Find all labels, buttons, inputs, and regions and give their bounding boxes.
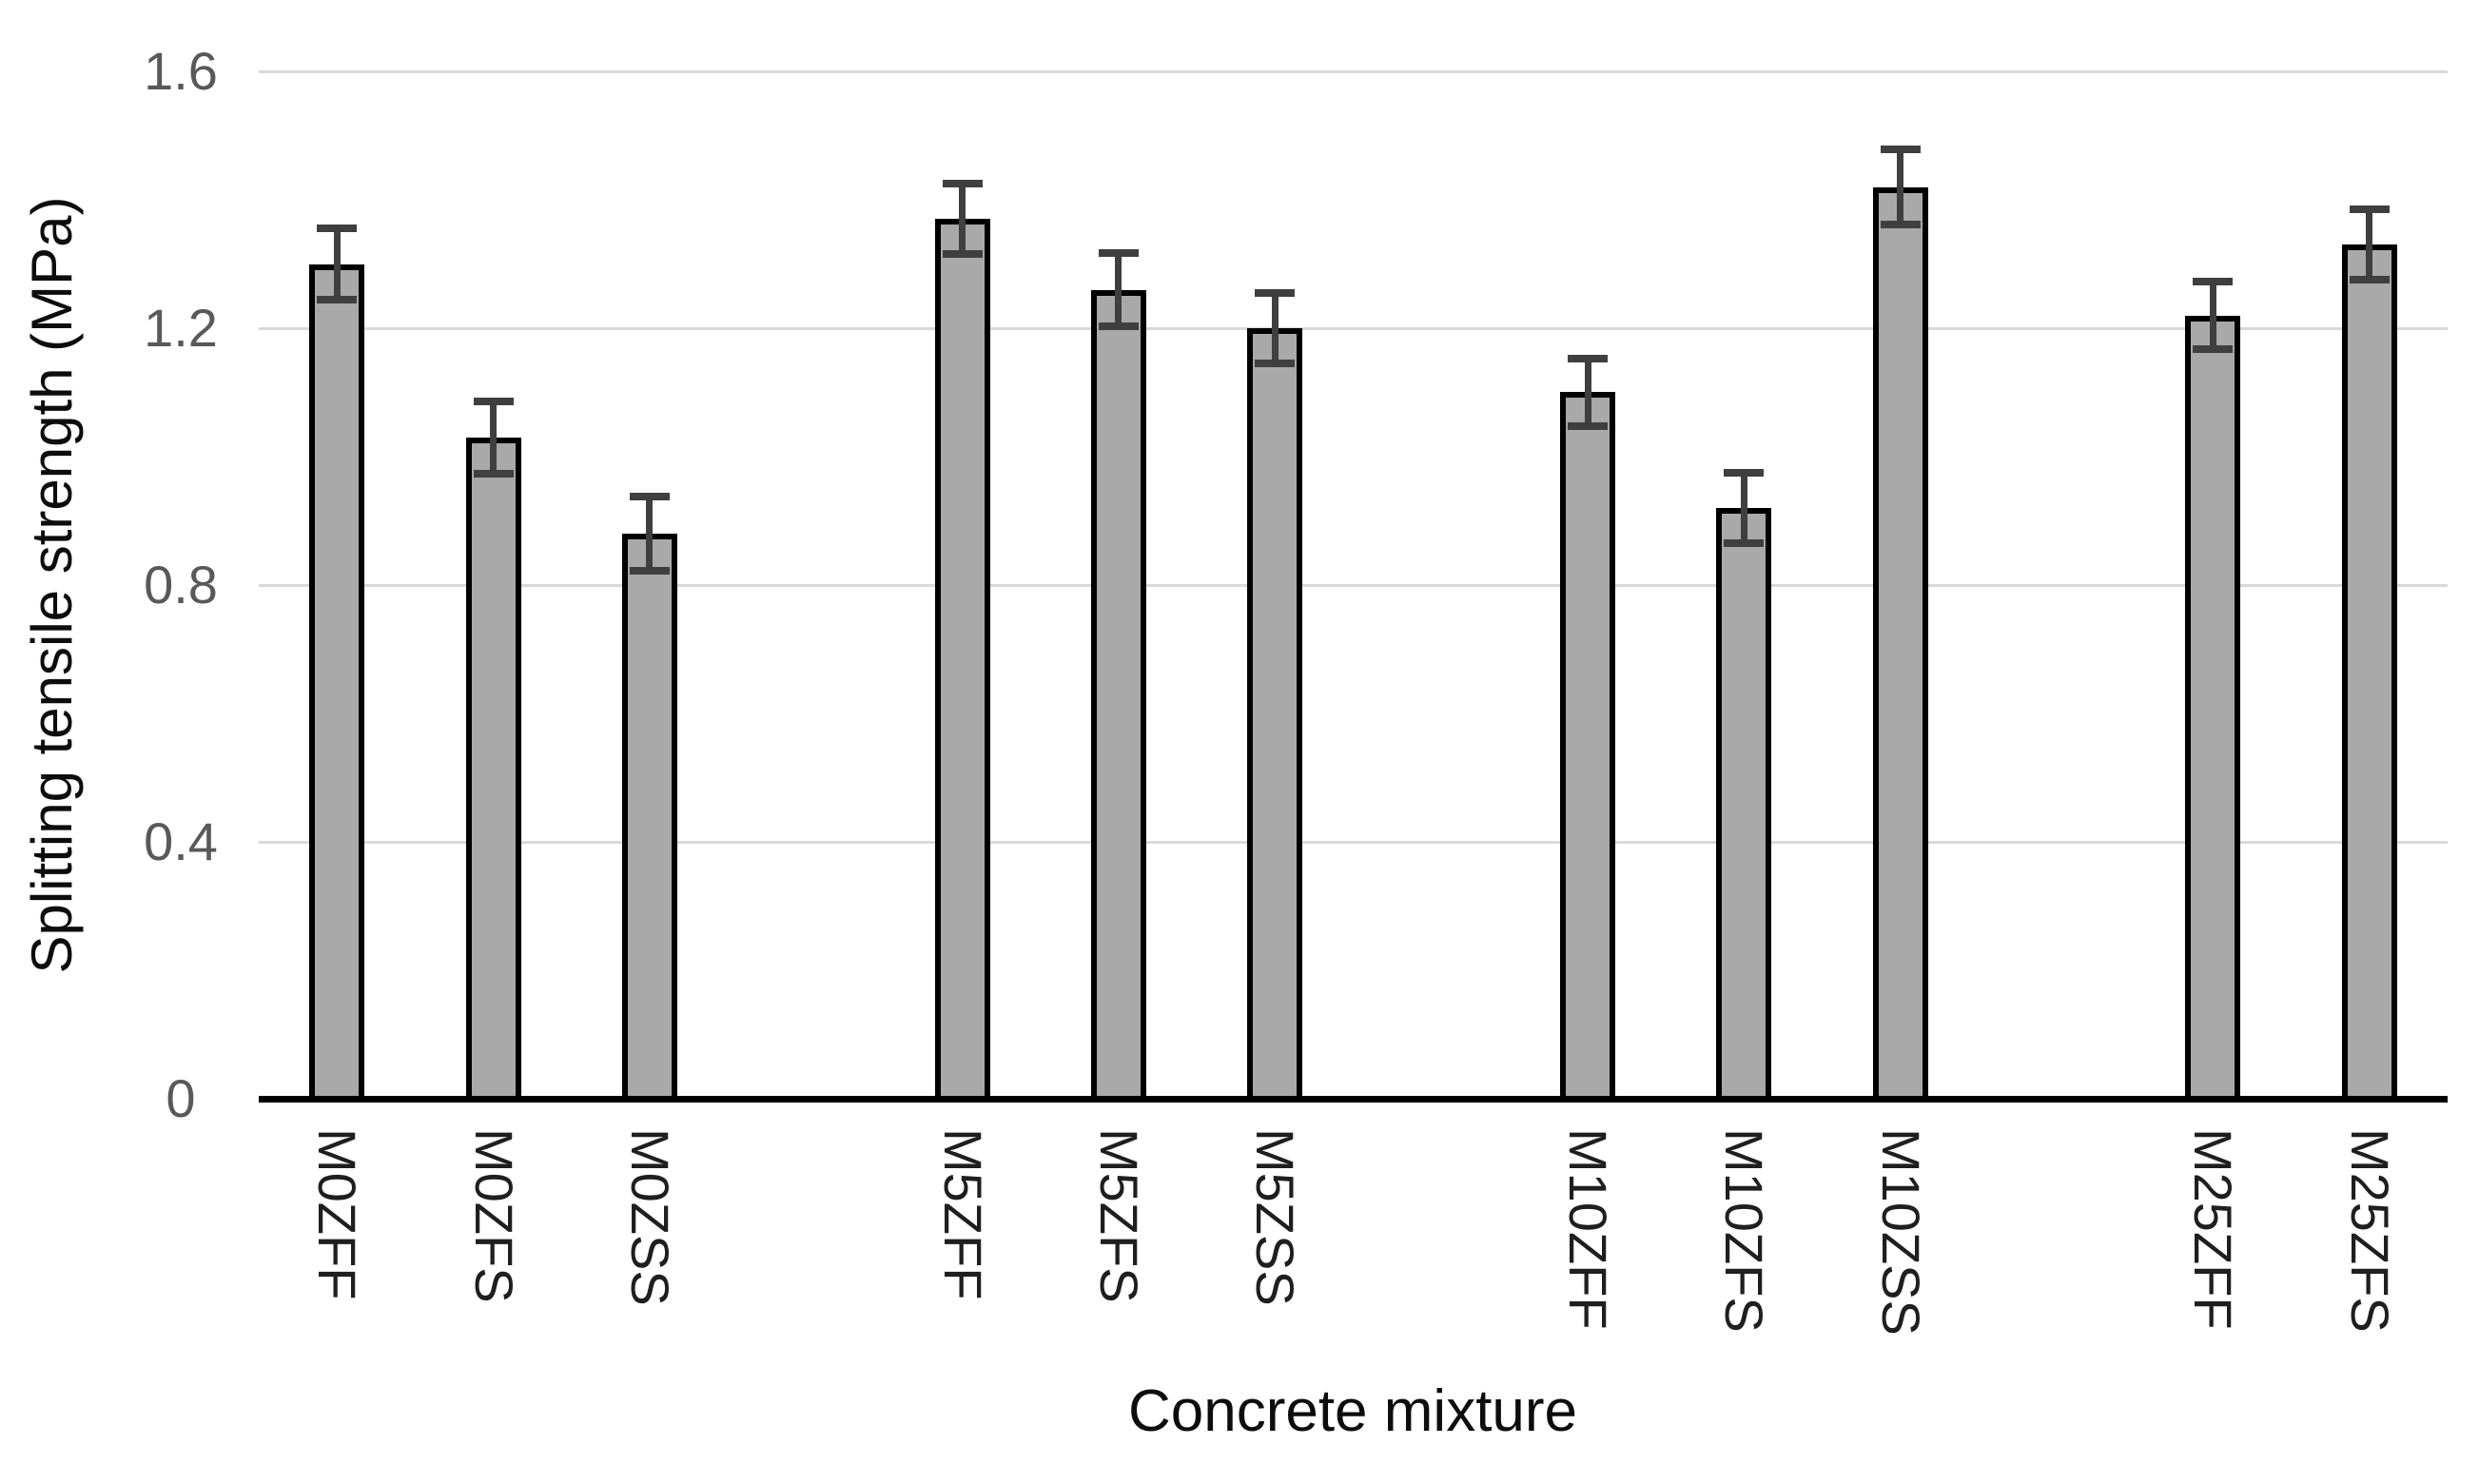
error-bar-cap-top	[1255, 289, 1295, 297]
bar-M10ZFS	[1716, 508, 1771, 1102]
error-bar-M25ZFF	[2210, 282, 2216, 350]
x-tick-label-M10ZFF: M10ZFF	[1558, 1128, 1618, 1330]
error-bar-cap-top	[943, 180, 983, 187]
bar-M10ZFF	[1560, 392, 1615, 1102]
error-bar-cap-bottom	[1881, 221, 1921, 228]
x-axis-line	[259, 1096, 2448, 1103]
x-tick-label-M10ZSS: M10ZSS	[1871, 1128, 1931, 1336]
error-bar-cap-top	[2193, 278, 2233, 285]
error-bar-cap-bottom	[943, 250, 983, 258]
y-tick-label: 0.4	[144, 811, 218, 871]
x-tick-label-M5ZFF: M5ZFF	[933, 1128, 993, 1300]
bar-M0ZSS	[622, 534, 677, 1102]
error-bar-cap-top	[1724, 469, 1764, 477]
error-bar-M25ZFS	[2366, 209, 2372, 280]
x-tick-label-M0ZSS: M0ZSS	[620, 1128, 680, 1306]
error-bar-cap-bottom	[474, 470, 514, 478]
x-tick-label-M5ZSS: M5ZSS	[1245, 1128, 1305, 1306]
error-bar-cap-top	[1099, 249, 1139, 257]
error-bar-M5ZFF	[959, 184, 966, 254]
error-bar-cap-bottom	[2350, 276, 2390, 283]
gridline	[259, 327, 2448, 330]
x-tick-label-M5ZFS: M5ZFS	[1089, 1128, 1149, 1303]
x-tick-label-M10ZFS: M10ZFS	[1714, 1128, 1774, 1333]
error-bar-cap-bottom	[2193, 345, 2233, 353]
x-tick-label-M25ZFS: M25ZFS	[2340, 1128, 2400, 1333]
error-bar-cap-top	[2350, 205, 2390, 213]
error-bar-cap-bottom	[1568, 422, 1608, 430]
error-bar-cap-top	[1881, 146, 1921, 153]
bar-M5ZFS	[1091, 290, 1146, 1103]
error-bar-M0ZFS	[490, 401, 497, 474]
x-axis-title: Concrete mixture	[1127, 1378, 1578, 1444]
gridline	[259, 584, 2448, 587]
bar-M0ZFF	[309, 264, 364, 1103]
y-tick-label: 1.2	[144, 298, 218, 358]
error-bar-cap-top	[630, 493, 670, 500]
error-bar-cap-top	[474, 398, 514, 405]
error-bar-cap-bottom	[317, 296, 357, 303]
error-bar-cap-bottom	[1724, 539, 1764, 547]
error-bar-cap-top	[1568, 355, 1608, 362]
bar-M5ZFF	[935, 219, 990, 1102]
bar-M10ZSS	[1873, 187, 1928, 1103]
x-tick-label-M0ZFS: M0ZFS	[464, 1128, 524, 1303]
bar-M25ZFF	[2185, 316, 2240, 1103]
gridline	[259, 70, 2448, 73]
y-tick-label: 0.8	[144, 555, 218, 615]
error-bar-cap-bottom	[630, 567, 670, 575]
bar-M25ZFS	[2342, 244, 2397, 1102]
error-bar-M0ZFF	[334, 228, 341, 299]
error-bar-M10ZFF	[1585, 359, 1591, 425]
bar-M5ZSS	[1247, 328, 1302, 1102]
error-bar-M0ZSS	[646, 497, 653, 571]
error-bar-M10ZSS	[1897, 149, 1903, 224]
error-bar-cap-bottom	[1255, 360, 1295, 367]
x-tick-label-M25ZFF: M25ZFF	[2183, 1128, 2243, 1330]
y-tick-label: 1.6	[144, 41, 218, 101]
gridline	[259, 841, 2448, 844]
error-bar-M10ZFS	[1741, 473, 1747, 543]
error-bar-cap-bottom	[1099, 322, 1139, 330]
error-bar-M5ZFS	[1115, 253, 1122, 326]
y-axis-title: Splitting tensile strength (MPa)	[20, 196, 84, 974]
x-tick-label-M0ZFF: M0ZFF	[307, 1128, 367, 1300]
y-tick-label: 0	[166, 1068, 196, 1128]
error-bar-M5ZSS	[1272, 293, 1279, 363]
bar-M0ZFS	[466, 438, 521, 1102]
error-bar-cap-top	[317, 225, 357, 232]
